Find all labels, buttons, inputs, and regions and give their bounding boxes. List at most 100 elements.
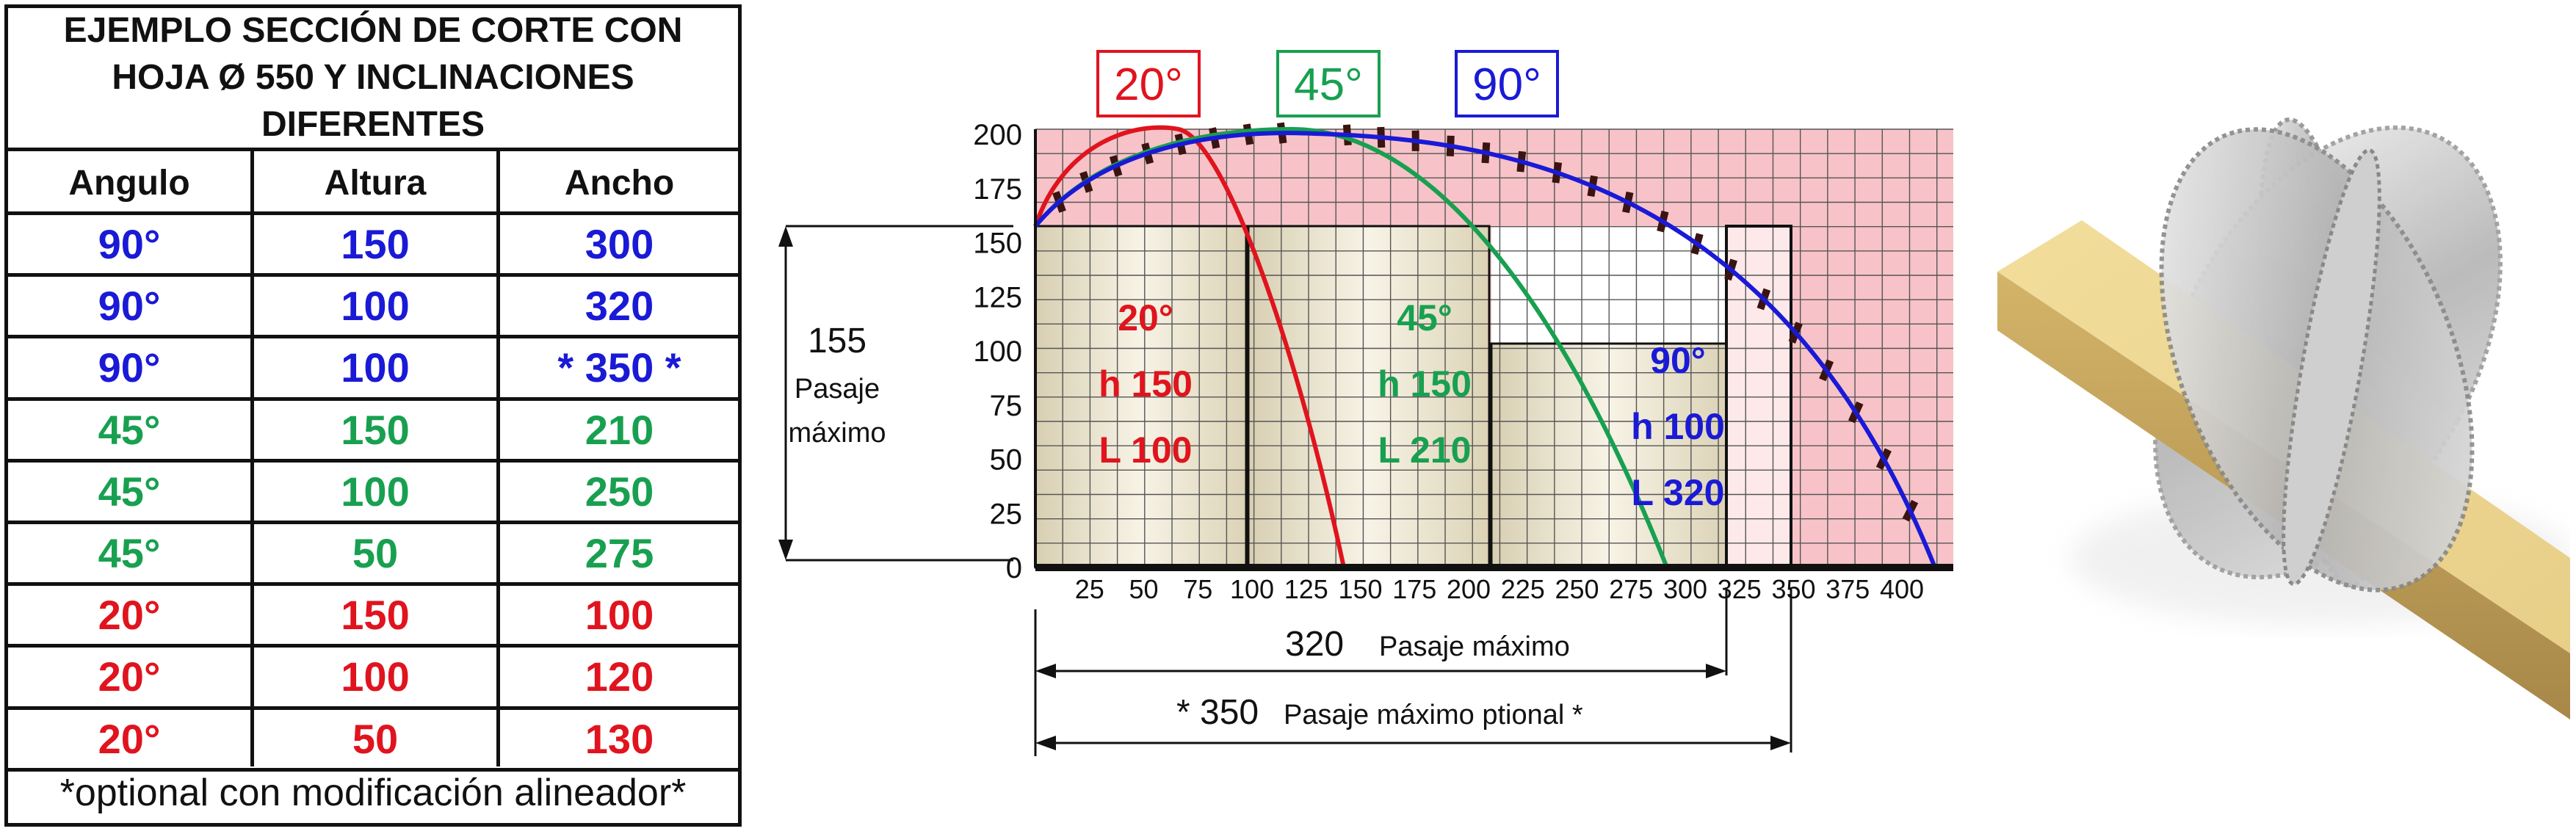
cut-section-diagram: 20° 45° 90° 0 25 50 75 100 125 150 175 200 25 50 7… xyxy=(778,50,1953,756)
width-350-value: * 350 xyxy=(1176,693,1259,732)
table-cell-height: 100 xyxy=(341,344,410,391)
x-tick-label: 325 xyxy=(1718,574,1762,604)
passage-height-label-1: Pasaje xyxy=(795,374,880,405)
row-divider xyxy=(8,706,738,710)
legend-label-45: 45° xyxy=(1294,59,1363,110)
legend-box-45 xyxy=(1276,50,1381,117)
y-tick-label: 100 xyxy=(973,336,1022,368)
table-title: EJEMPLO SECCIÓN DE CORTE CON HOJA Ø 550 … xyxy=(8,8,738,151)
table-cell-width: 300 xyxy=(585,221,654,268)
arrow-right-icon xyxy=(1706,664,1726,678)
table-cell-height: 50 xyxy=(352,715,399,762)
legend-box-20 xyxy=(1096,50,1201,117)
table-cell-width: 210 xyxy=(585,406,654,453)
passage-height-dimension: 155 Pasaje máximo xyxy=(778,225,1013,562)
y-tick-label: 75 xyxy=(990,390,1023,422)
row-divider xyxy=(8,211,738,215)
row-divider xyxy=(8,582,738,587)
table-cell-height: 100 xyxy=(341,653,410,700)
table-cell-angle: 90° xyxy=(98,221,161,268)
cut-labels: 20° h 150 L 100 45° h 150 L 210 90° h 10… xyxy=(1099,297,1725,513)
x-tick-label: 225 xyxy=(1501,574,1545,604)
table-cell-angle: 45° xyxy=(98,468,161,515)
cut-label-20-length: L 100 xyxy=(1099,429,1193,471)
table-cell-angle: 20° xyxy=(98,653,161,700)
x-tick-label: 350 xyxy=(1771,574,1815,604)
arrow-right-icon xyxy=(1770,736,1791,750)
table-title-line-3: DIFERENTES xyxy=(261,105,485,144)
table-cell-angle: 20° xyxy=(98,592,161,639)
row-divider xyxy=(8,767,738,772)
table-cell-width: * 350 * xyxy=(557,344,681,391)
cut-label-45-length: L 210 xyxy=(1378,429,1472,471)
x-tick-label: 275 xyxy=(1609,574,1653,604)
y-tick-label: 200 xyxy=(973,119,1022,151)
table-cell-height: 150 xyxy=(341,592,410,639)
row-divider xyxy=(8,396,738,401)
x-tick-label: 75 xyxy=(1183,574,1212,604)
x-tick-label: 375 xyxy=(1826,574,1870,604)
legend-label-90: 90° xyxy=(1472,59,1541,110)
x-tick-label: 150 xyxy=(1338,574,1382,604)
header-width: Ancho xyxy=(564,164,675,203)
x-tick-label: 125 xyxy=(1284,574,1328,604)
cut-label-20-angle: 20° xyxy=(1118,297,1173,338)
table-title-line-1: EJEMPLO SECCIÓN DE CORTE CON xyxy=(63,11,683,50)
chart-legend: 20° 45° 90° xyxy=(1096,50,1559,117)
table-cell-width: 100 xyxy=(585,592,654,639)
x-axis-ticks: 25 50 75 100 125 150 175 200 225 250 275 300 325 350 3… xyxy=(1075,574,1924,604)
y-tick-label: 175 xyxy=(973,173,1022,206)
table-cell-width: 320 xyxy=(585,283,654,330)
row-divider xyxy=(8,335,738,339)
y-tick-label: 125 xyxy=(973,281,1022,313)
table-title-line-2: HOJA Ø 550 Y INCLINACIONES xyxy=(112,58,634,97)
table-cell-width: 120 xyxy=(585,653,654,700)
legend-label-20: 20° xyxy=(1114,59,1183,110)
y-tick-label: 50 xyxy=(990,444,1023,476)
arc-20-degree xyxy=(1033,125,1346,568)
x-tick-label: 250 xyxy=(1555,574,1599,604)
table-cell-height: 100 xyxy=(341,468,410,515)
x-tick-label: 175 xyxy=(1392,574,1436,604)
table-cell-angle: 90° xyxy=(98,283,161,330)
cut-label-90-height: h 100 xyxy=(1631,406,1725,447)
x-tick-label: 100 xyxy=(1230,574,1274,604)
cut-label-45-height: h 150 xyxy=(1378,363,1472,405)
table-cell-width: 250 xyxy=(585,468,654,515)
width-320-value: 320 xyxy=(1285,625,1344,664)
table-cell-angle: 45° xyxy=(98,530,161,577)
y-axis-ticks: 0 25 50 75 100 125 150 175 200 xyxy=(973,119,1022,584)
cut-label-90-angle: 90° xyxy=(1650,340,1706,381)
table-cell-angle: 90° xyxy=(98,344,161,391)
x-tick-label: 50 xyxy=(1129,574,1158,604)
passage-width-dimensions: 320 Pasaje máximo * 350 Pasaje máximo pt… xyxy=(1034,587,1792,756)
legend-box-90 xyxy=(1455,50,1559,117)
header-angle: Angulo xyxy=(68,164,190,203)
cut-label-90-length: L 320 xyxy=(1632,472,1725,513)
width-350-label: Pasaje máximo ptional * xyxy=(1284,700,1583,730)
cut-spec-table: EJEMPLO SECCIÓN DE CORTE CON HOJA Ø 550 … xyxy=(4,4,742,827)
width-320-label: Pasaje máximo xyxy=(1379,631,1570,662)
arc-90-degree xyxy=(1033,131,1937,569)
table-cell-height: 50 xyxy=(352,530,399,577)
x-tick-label: 300 xyxy=(1663,574,1707,604)
cut-label-45-angle: 45° xyxy=(1397,297,1452,338)
row-divider xyxy=(8,644,738,648)
table-cell-height: 150 xyxy=(341,406,410,453)
x-tick-label: 25 xyxy=(1075,574,1104,604)
y-tick-label: 0 xyxy=(1006,552,1022,584)
arrow-left-icon xyxy=(1035,664,1056,678)
arrow-down-icon xyxy=(778,540,793,560)
arrow-left-icon xyxy=(1035,736,1056,750)
table-cell-height: 100 xyxy=(341,283,410,330)
passage-height-value: 155 xyxy=(808,322,866,360)
table-cell-angle: 45° xyxy=(98,406,161,453)
cut-label-20-height: h 150 xyxy=(1099,363,1193,405)
x-tick-label: 200 xyxy=(1447,574,1491,604)
table-cell-width: 130 xyxy=(585,715,654,762)
table-cell-width: 275 xyxy=(585,530,654,577)
row-divider xyxy=(8,458,738,463)
header-height: Altura xyxy=(324,164,427,203)
table-cell-height: 150 xyxy=(341,221,410,268)
x-tick-label: 400 xyxy=(1880,574,1924,604)
